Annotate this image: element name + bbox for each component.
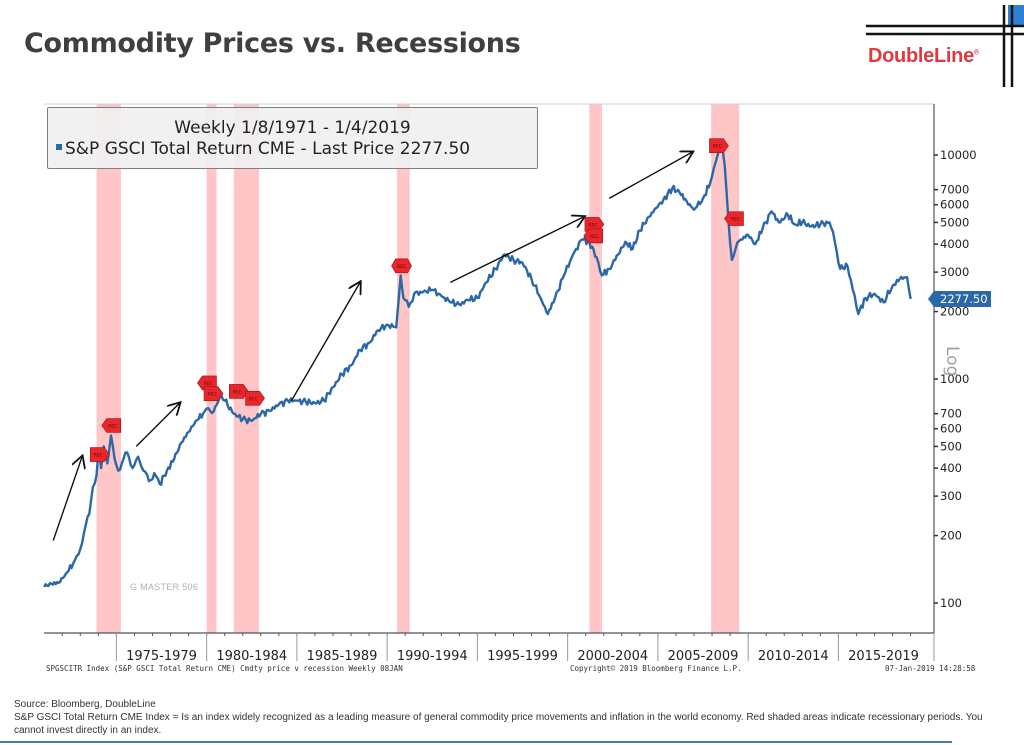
legend-series-label: S&P GSCI Total Return CME - Last Price 2… — [65, 139, 471, 159]
recession-marker-icon — [203, 386, 224, 401]
x-period-label: 1975-1979 — [126, 649, 197, 664]
y-tick-label: 5000 — [940, 215, 969, 229]
logo-text: DoubleLine® — [868, 45, 979, 68]
x-period-label: 2015-2019 — [848, 649, 919, 664]
y-tick-label: 300 — [940, 489, 962, 503]
recession-marker-label: REC — [94, 453, 103, 459]
bloomberg-timestamp: 07-Jan-2019 14:28:58 — [885, 664, 976, 673]
y-tick-label: 10000 — [940, 148, 977, 162]
y-tick-label: 1000 — [940, 372, 969, 386]
registered-mark: ® — [973, 49, 979, 57]
y-tick-label: 3000 — [940, 265, 969, 279]
recession-marker-label: REC — [233, 389, 242, 395]
brand-name: DoubleLine — [868, 45, 974, 67]
y-tick-label: 200 — [940, 529, 962, 543]
recession-marker-label: REC — [108, 424, 117, 430]
recession-marker-label: REC — [713, 144, 722, 150]
recession-marker-label: REC — [397, 264, 406, 270]
x-period-label: 2000-2004 — [577, 649, 648, 664]
recession-band — [96, 104, 121, 633]
y-tick-label: 700 — [940, 407, 962, 421]
watermark: G MASTER 506 — [130, 582, 199, 592]
recession-marker-label: REC — [249, 396, 258, 402]
y-tick-label: 400 — [940, 461, 962, 475]
x-period-label: 1980-1984 — [216, 649, 287, 664]
chart-container: 100 200 300 400 500 600 700 1000 2000 3000 4000 500… — [43, 103, 991, 673]
legend-date-range: Weekly 1/8/1971 - 1/4/2019 — [174, 118, 411, 138]
recession-marker-icon — [90, 447, 110, 462]
recession-marker-label: REC — [207, 392, 216, 398]
y-tick-label: 500 — [940, 439, 962, 453]
bottom-rule — [0, 741, 952, 743]
bloomberg-footer-left: SPGSCITR Index (S&P GSCI Total Return CM… — [46, 664, 403, 673]
trend-arrow — [450, 217, 584, 284]
log-scale-label: Log — [942, 346, 962, 377]
y-tick-label: 7000 — [940, 183, 969, 197]
y-tick-label: 600 — [940, 422, 962, 436]
index-disclaimer: S&P GSCI Total Return CME Index = Is an … — [14, 712, 983, 736]
recession-marker-icon — [583, 228, 604, 244]
x-period-label: 2005-2009 — [668, 649, 739, 664]
recession-marker-icon — [584, 217, 605, 232]
recession-marker-label: REC — [588, 222, 597, 228]
trend-arrow — [290, 282, 360, 402]
y-tick-label: 6000 — [940, 198, 969, 212]
recession-marker-icon — [245, 391, 265, 406]
recession-marker-icon — [724, 211, 744, 226]
x-period-label: 1985-1989 — [307, 649, 378, 664]
recession-band — [397, 104, 410, 633]
page-title: Commodity Prices vs. Recessions — [24, 28, 521, 59]
x-period-label: 1990-1994 — [397, 649, 468, 664]
doubleline-logo: DoubleLine® — [860, 5, 1024, 90]
recession-marker-label: REC — [731, 217, 740, 223]
trend-arrow — [52, 457, 82, 541]
y-tick-label: 4000 — [940, 237, 969, 251]
last-price-tag: 2277.50 — [928, 291, 991, 307]
recession-marker-label: REC — [204, 381, 213, 387]
recession-band — [589, 104, 602, 633]
recession-marker-icon — [391, 258, 412, 274]
recession-band — [206, 104, 217, 633]
bloomberg-copyright: Copyright© 2019 Bloomberg Finance L.P. — [570, 664, 742, 673]
series-line — [43, 140, 912, 588]
trend-arrow — [135, 403, 179, 447]
x-period-label: 1995-1999 — [487, 649, 558, 664]
trend-arrow — [608, 152, 692, 200]
legend-swatch-icon — [56, 144, 62, 150]
y-tick-label: 100 — [940, 596, 962, 610]
chart-legend: Weekly 1/8/1971 - 1/4/2019 S&P GSCI Tota… — [47, 107, 538, 169]
y-tick-label: 2000 — [940, 305, 969, 319]
recession-marker-label: REC — [590, 234, 599, 240]
recession-band — [233, 104, 259, 633]
logo-lines-icon — [866, 5, 1024, 87]
recession-marker-icon — [101, 418, 122, 433]
legend-series-entry: S&P GSCI Total Return CME - Last Price 2… — [48, 138, 537, 160]
source-line: Source: Bloomberg, DoubleLine — [14, 699, 156, 710]
x-period-label: 2010-2014 — [758, 649, 829, 664]
recession-band — [711, 104, 740, 633]
source-notes: Source: Bloomberg, DoubleLine S&P GSCI T… — [14, 698, 994, 737]
recession-marker-icon — [709, 138, 729, 154]
